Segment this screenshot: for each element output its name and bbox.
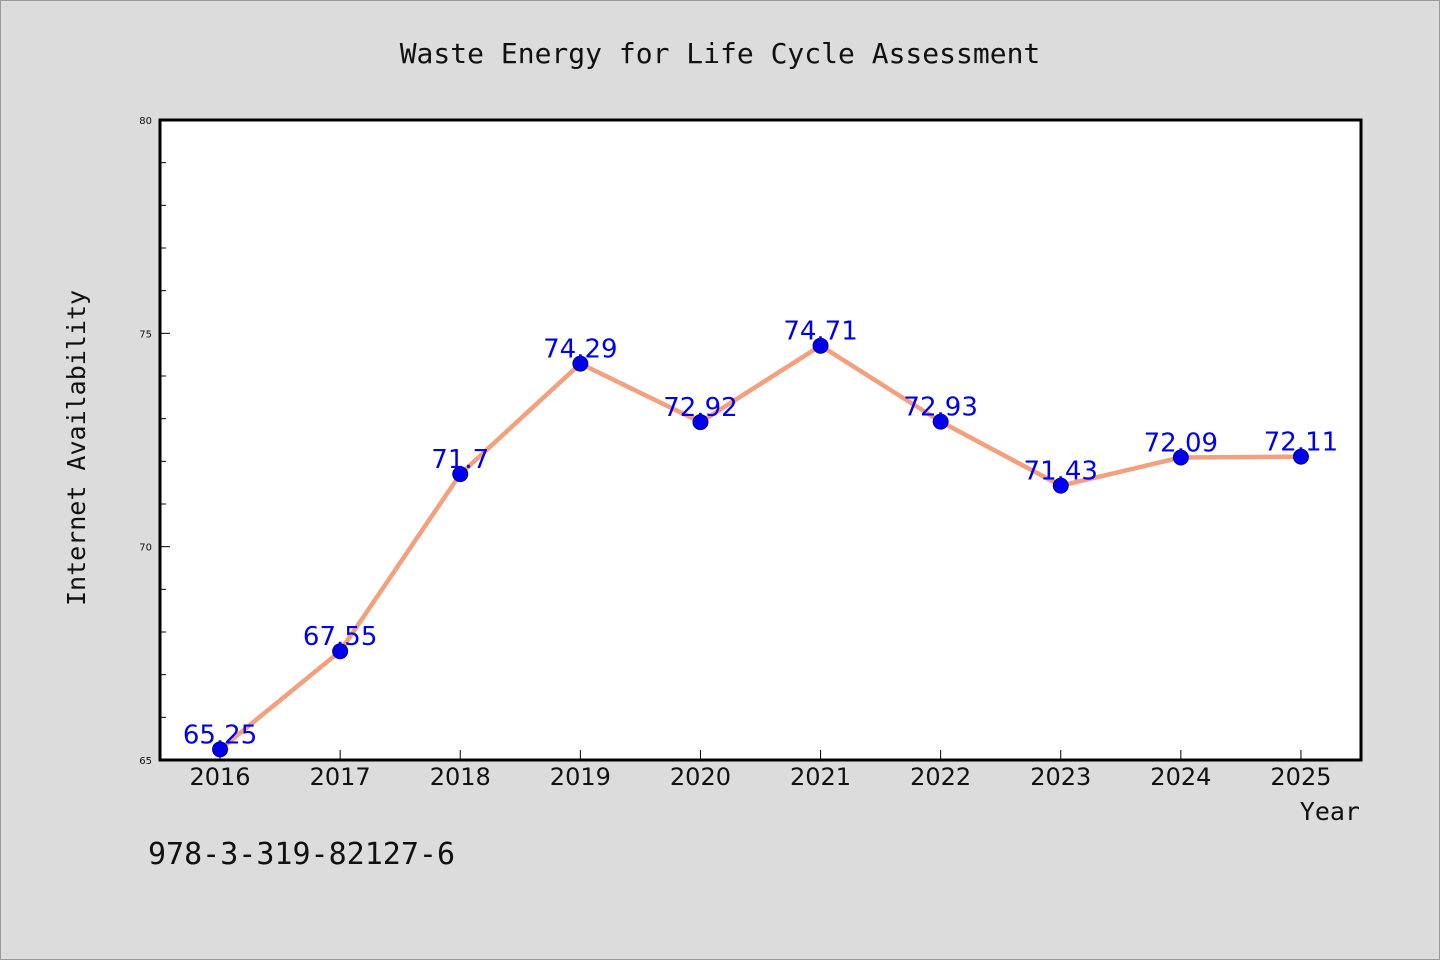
- x-axis-label: Year: [1300, 797, 1360, 826]
- x-tick-label: 2022: [910, 763, 971, 791]
- data-label: 72.93: [903, 393, 977, 423]
- data-point: [332, 643, 349, 660]
- data-point: [932, 413, 949, 430]
- data-label: 67.55: [303, 622, 377, 652]
- data-label: 72.11: [1264, 428, 1338, 458]
- y-tick-label: 75: [139, 329, 152, 340]
- data-label: 72.92: [663, 393, 737, 423]
- data-label: 71.43: [1024, 457, 1098, 487]
- x-axis: 2016 2017 2018 2019 2020 2021 2022 2023 2024 2025: [190, 750, 1331, 791]
- x-tick-label: 2020: [670, 763, 731, 791]
- x-tick-label: 2021: [790, 763, 851, 791]
- y-tick-label: 65: [139, 756, 152, 767]
- isbn-text: 978-3-319-82127-6: [148, 837, 455, 872]
- y-tick-label: 80: [139, 116, 152, 127]
- data-point: [212, 741, 229, 758]
- x-tick-label: 2018: [430, 763, 491, 791]
- x-tick-label: 2016: [190, 763, 251, 791]
- data-label: 71.7: [431, 445, 489, 475]
- x-tick-label: 2017: [310, 763, 371, 791]
- data-point: [572, 355, 589, 372]
- data-point: [1172, 449, 1189, 466]
- x-tick-label: 2023: [1030, 763, 1091, 791]
- chart-title: Waste Energy for Life Cycle Assessment: [400, 37, 1041, 70]
- series-line: [218, 343, 1301, 752]
- data-label: 72.09: [1144, 428, 1218, 458]
- data-point: [1292, 448, 1309, 465]
- y-axis: 65 70 75 80: [139, 116, 170, 767]
- data-point: [452, 466, 469, 483]
- x-tick-label: 2019: [550, 763, 611, 791]
- data-point: [1052, 477, 1069, 494]
- data-label: 74.29: [543, 335, 617, 365]
- y-tick-label: 70: [139, 543, 152, 554]
- data-point: [692, 414, 709, 431]
- data-point: [812, 337, 829, 354]
- plot-area: [158, 118, 1363, 762]
- x-tick-label: 2025: [1270, 763, 1331, 791]
- y-axis-label: Internet Availability: [62, 290, 91, 606]
- series-layer: 65.25 67.55 71.7 74.29 72.92 74.71 72.93 71.43 7…: [183, 317, 1338, 758]
- data-label: 65.25: [183, 720, 257, 750]
- data-label: 74.71: [783, 317, 857, 347]
- x-tick-label: 2024: [1150, 763, 1211, 791]
